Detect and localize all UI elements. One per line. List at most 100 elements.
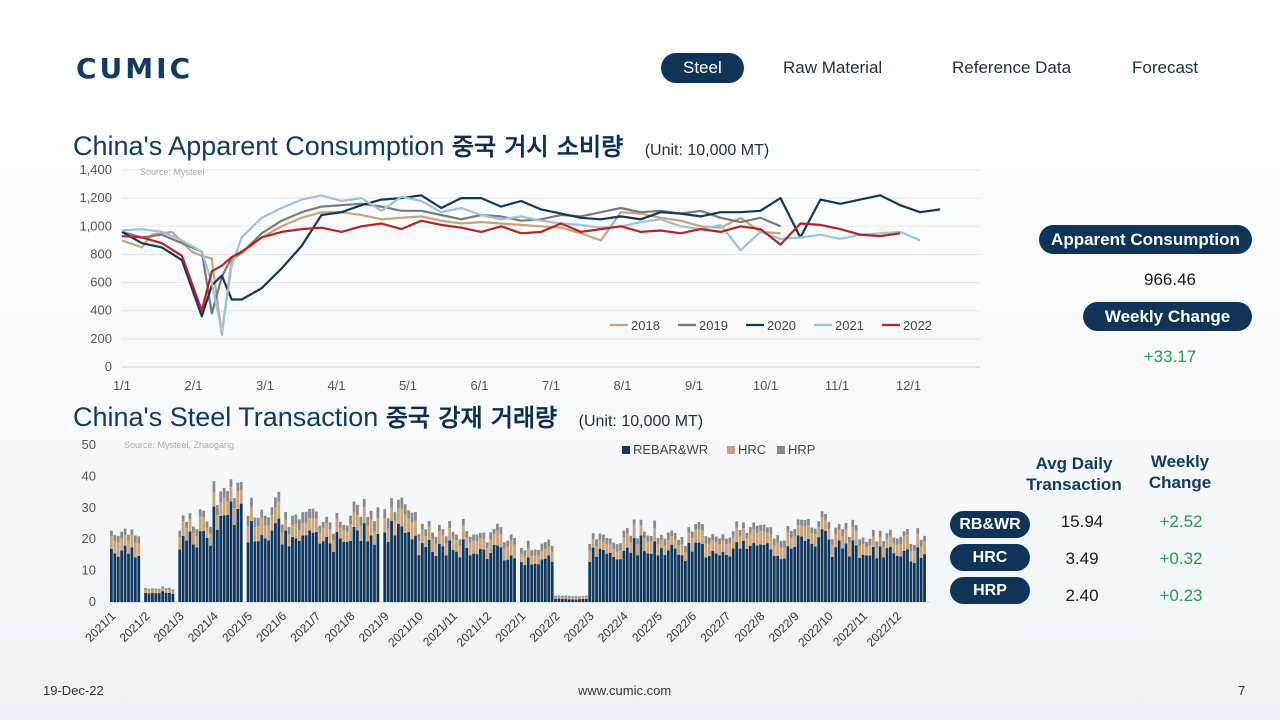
bar-hrc [420, 529, 424, 544]
rbwr-change: +2.52 [1159, 512, 1203, 531]
transaction-unit: (Unit: 10,000 MT) [578, 413, 704, 430]
bar-hrp [356, 504, 359, 516]
bar-hrc [643, 538, 646, 552]
bar-hrp [731, 531, 735, 538]
legend-label-2021: 2021 [835, 318, 864, 333]
bar-hrp [810, 527, 814, 534]
bar-rebarwr [256, 541, 260, 602]
bar-rebarwr [458, 557, 462, 602]
bar-rebarwr [728, 556, 732, 602]
bar-hrp [673, 532, 677, 540]
legend-swatch-HRC [727, 446, 735, 454]
bar-rebarwr [318, 543, 322, 602]
bar-rebarwr [796, 535, 800, 602]
bar-hrp [639, 519, 643, 525]
bar-rebarwr [144, 592, 147, 602]
bar-hrp [684, 546, 687, 552]
bar-rebarwr [373, 544, 376, 602]
bar-hrc [164, 589, 168, 593]
nav-steel[interactable]: Steel [661, 53, 744, 83]
bar-hrc [506, 546, 510, 560]
cumic-logo[interactable]: CUMIC [76, 52, 193, 85]
x-tick-group: 2022/8 [732, 609, 768, 645]
bar-hrp [509, 534, 513, 541]
bar-hrp [919, 539, 923, 547]
bar-rebarwr [697, 542, 701, 602]
bar-hrc [783, 547, 786, 559]
bar-rebarwr [738, 548, 742, 602]
bar-hrp [455, 534, 458, 541]
bar-hrp [209, 526, 212, 534]
bar-rebarwr [704, 557, 708, 602]
nav-reference-data[interactable]: Reference Data [952, 58, 1072, 77]
bar-rebarwr [492, 544, 496, 602]
bar-hrp [198, 509, 202, 517]
bar-rebarwr [455, 551, 458, 602]
source-note: Source: Mysteel, Zhaogang [124, 440, 234, 450]
bar-hrp [807, 519, 810, 526]
bar-rebarwr [776, 555, 780, 602]
bar-rebarwr [359, 540, 363, 602]
series-line-2018 [121, 211, 781, 336]
bar-rebarwr [195, 547, 199, 602]
bar-rebarwr [759, 544, 762, 602]
bar-hrc [431, 538, 434, 552]
bar-hrp [861, 537, 865, 545]
bar-hrc [113, 541, 117, 554]
bar-rebarwr [181, 535, 185, 602]
bar-hrp [697, 521, 701, 529]
bar-hrc [526, 548, 530, 558]
bar-hrp [882, 541, 885, 547]
nav-forecast[interactable]: Forecast [1132, 58, 1199, 77]
bar-hrp [397, 499, 400, 509]
bar-hrc [748, 532, 752, 546]
bar-hrp [482, 532, 486, 540]
footer-date: 19-Dec-22 [43, 683, 104, 698]
bar-hrp [297, 519, 301, 531]
bar-hrp [625, 528, 629, 534]
bar-hrc [578, 597, 581, 600]
bar-hrp [321, 521, 325, 528]
bar-hrc [198, 516, 202, 532]
bar-rebarwr [489, 552, 493, 602]
bar-hrp [133, 535, 137, 543]
bar-hrp [215, 505, 219, 515]
bar-rebarwr [786, 546, 790, 602]
bar-hrc [561, 597, 564, 599]
legend-label-REBAR&WR: REBAR&WR [633, 442, 708, 457]
bar-rebarwr [120, 550, 124, 602]
bar-rebarwr [123, 545, 127, 602]
bar-hrc [465, 537, 469, 548]
bar-rebarwr [766, 543, 769, 602]
bar-rebarwr [800, 536, 803, 602]
bar-hrp [779, 540, 783, 548]
bar-hrp [871, 529, 875, 537]
bar-hrp [796, 519, 800, 526]
bar-hrc [677, 545, 680, 555]
transaction-bar-chart: 0 10 20 30 40 50 Source: Mysteel, Zhaogang REBA… [82, 437, 930, 650]
bar-rebarwr [448, 540, 452, 602]
bar-hrp [813, 528, 817, 535]
bar-hrp [762, 524, 766, 532]
footer-website[interactable]: www.cumic.com [578, 683, 672, 698]
bar-hrp [561, 595, 564, 598]
bar-rebarwr [414, 535, 417, 602]
bar-hrc [807, 525, 810, 539]
nav-raw-material[interactable]: Raw Material [783, 58, 883, 77]
bar-hrc [574, 597, 578, 600]
bar-hrc [151, 589, 154, 593]
bar-hrp [468, 536, 472, 543]
bar-hrp [403, 504, 407, 515]
bar-hrp [116, 535, 120, 543]
bar-rebarwr [147, 593, 151, 602]
bar-rebarwr [550, 561, 554, 602]
legend-label-2020: 2020 [767, 318, 796, 333]
bar-rebarwr [335, 531, 339, 602]
bar-hrc [502, 548, 506, 561]
bar-hrc [701, 530, 704, 544]
x-tick-label: 8/1 [613, 378, 631, 393]
bar-rebarwr [434, 555, 438, 602]
bar-hrc [195, 536, 199, 548]
bar-hrp [123, 528, 127, 535]
x-tick-label: 2022/2 [527, 609, 563, 645]
